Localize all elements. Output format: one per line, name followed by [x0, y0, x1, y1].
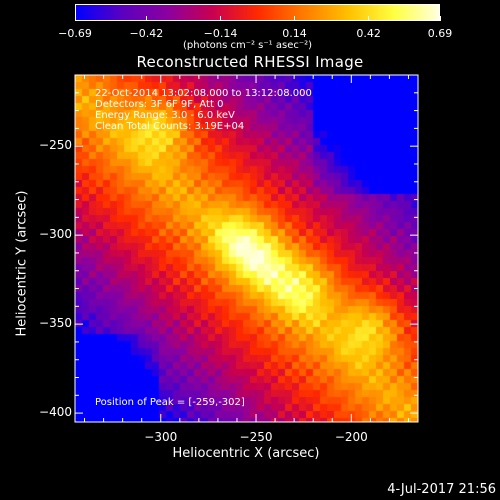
annotation-peak-position: Position of Peak = [-259,-302]	[95, 397, 245, 408]
x-tick-label: −300	[144, 430, 178, 444]
colorbar-tick-label: −0.14	[203, 27, 238, 40]
x-axis-label: Heliocentric X (arcsec)	[172, 446, 320, 461]
x-tick-label: −200	[334, 430, 368, 444]
colorbar-tick	[439, 16, 441, 21]
colorbar-tick-label: −0.69	[58, 27, 92, 40]
colorbar-tick-label: 0.42	[356, 27, 381, 40]
colorbar-tick	[294, 16, 296, 21]
colorbar-tick	[74, 16, 76, 21]
colorbar-tick	[219, 16, 221, 21]
colorbar-tick-label: 0.69	[427, 27, 453, 40]
colorbar-tick	[368, 16, 370, 21]
annotation-energy-range: Energy Range: 3.0 - 6.0 keV	[95, 110, 235, 121]
colorbar-tick	[145, 16, 147, 21]
colorbar	[75, 4, 440, 21]
annotation-detectors: Detectors: 3F 6F 9F, Att 0	[95, 99, 224, 110]
y-tick-label: −300	[39, 227, 72, 242]
y-tick-label: −400	[39, 405, 72, 420]
colorbar-unit-label: (photons cm⁻² s⁻¹ asec⁻²)	[183, 40, 313, 51]
colorbar-tick-label: 0.14	[282, 27, 307, 40]
y-axis-label: Heliocentric Y (arcsec)	[14, 190, 30, 337]
x-tick-label: −250	[239, 430, 273, 444]
heatmap-plot: 22-Oct-2014 13:02:08.000 to 13:12:08.000…	[75, 75, 418, 422]
annotation-time-range: 22-Oct-2014 13:02:08.000 to 13:12:08.000	[95, 88, 312, 99]
chart-title: Reconstructed RHESSI Image	[136, 53, 364, 71]
colorbar-tick-label: −0.42	[129, 27, 164, 40]
footer-date: 4-Jul-2017 21:56	[387, 482, 496, 497]
annotation-counts: Clean Total Counts: 3.19E+04	[95, 121, 245, 132]
y-tick-label: −350	[39, 316, 72, 331]
y-tick-label: −250	[39, 138, 72, 153]
